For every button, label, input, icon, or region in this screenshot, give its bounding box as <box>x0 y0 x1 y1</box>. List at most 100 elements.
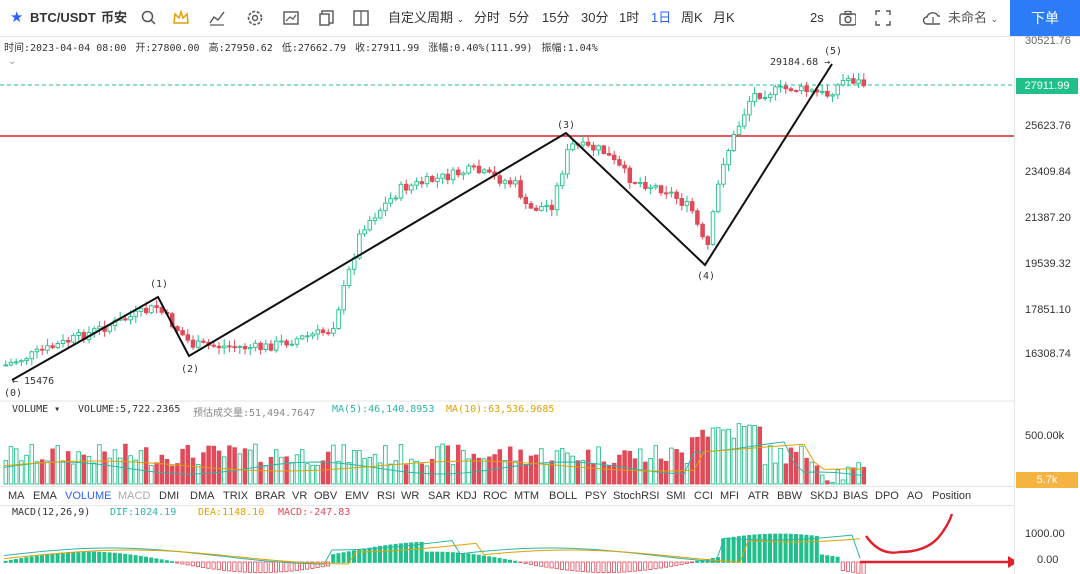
interval-tab[interactable]: 5分 <box>509 10 530 25</box>
volume-bar <box>793 451 799 485</box>
macd-histogram-bar <box>752 534 757 563</box>
volume-bar <box>211 445 217 485</box>
interval-tab[interactable]: 周K <box>681 10 703 25</box>
indicator-tab-dpo[interactable]: DPO <box>875 490 899 502</box>
indicator-tab-position[interactable]: Position <box>932 490 972 502</box>
indicator-tab-stochrsi[interactable]: StochRSI <box>613 490 660 502</box>
axis-label: 25623.76 <box>1025 120 1071 132</box>
interval-tab[interactable]: 分时 <box>474 10 501 25</box>
interval-tab-active[interactable]: 1日 <box>651 10 672 25</box>
indicator-tab-psy[interactable]: PSY <box>585 490 608 502</box>
indicator-tab-macd[interactable]: MACD <box>118 490 151 502</box>
candle-body <box>684 201 690 206</box>
volume-bar <box>679 452 685 485</box>
volume-bar <box>591 463 596 485</box>
macd-histogram-bar <box>185 561 190 566</box>
cloud-icon[interactable] <box>922 9 940 27</box>
indicator-tab-bias[interactable]: BIAS <box>843 490 869 502</box>
candle-body <box>533 207 539 211</box>
volume-bar <box>289 461 295 485</box>
volume-bar <box>325 451 331 485</box>
fullscreen-layout-icon[interactable] <box>352 9 370 27</box>
macd-histogram-bar <box>71 551 76 563</box>
volume-bar <box>799 445 804 485</box>
indicator-tab-vr[interactable]: VR <box>292 490 308 502</box>
macd-histogram-bar <box>648 561 653 570</box>
volume-bar <box>455 444 461 485</box>
volume-bar <box>762 464 768 485</box>
candle-body <box>159 306 165 313</box>
interval-tab[interactable]: 1时 <box>619 10 640 25</box>
indicator-tab-mfi[interactable]: MFI <box>720 490 739 502</box>
gear-icon[interactable] <box>246 9 264 27</box>
macd-histogram-bar <box>492 557 497 563</box>
indicator-tab-emv[interactable]: EMV <box>345 490 369 502</box>
indicator-tab-roc[interactable]: ROC <box>483 490 508 502</box>
layout-name-dropdown[interactable]: 未命名 ⌄ <box>948 0 998 36</box>
volume-bar <box>154 462 159 485</box>
indicator-icon[interactable] <box>208 9 226 27</box>
custom-period-dropdown[interactable]: 自定义周期 ⌄ <box>388 0 464 36</box>
indicator-tab-obv[interactable]: OBV <box>314 490 338 502</box>
chart-image-icon[interactable] <box>282 9 300 27</box>
ohlc-info: 时间:2023-04-04 08:00 开:27800.00 高:27950.6… <box>4 39 601 54</box>
macd-histogram-bar <box>97 551 102 563</box>
candle-body <box>211 344 217 347</box>
volume-bar <box>840 479 846 485</box>
indicator-tab-ao[interactable]: AO <box>907 490 923 502</box>
indicator-tab-boll[interactable]: BOLL <box>549 490 578 502</box>
place-order-button[interactable]: 下单 <box>1010 0 1080 36</box>
macd-histogram-bar <box>159 559 164 563</box>
indicator-tab-sar[interactable]: SAR <box>428 490 451 502</box>
indicator-tab-ema[interactable]: EMA <box>33 490 57 502</box>
candle-body <box>362 229 367 235</box>
indicator-tab-volume[interactable]: VOLUME <box>65 490 112 502</box>
interval-tab[interactable]: 15分 <box>542 10 570 25</box>
volume-bar <box>403 464 409 485</box>
macd-histogram-bar <box>409 542 414 563</box>
candle-body <box>596 145 601 151</box>
macd-histogram-bar <box>669 561 674 567</box>
indicator-tab-smi[interactable]: SMI <box>666 490 686 502</box>
macd-histogram-bar <box>123 553 128 563</box>
volume-bar <box>284 456 289 485</box>
volume-bar <box>445 445 451 485</box>
indicator-tab-rsi[interactable]: RSI <box>377 490 396 502</box>
info-close: 收:27911.99 <box>355 43 420 54</box>
indicator-tab-mtm[interactable]: MTM <box>514 490 540 502</box>
candle-body <box>398 183 404 199</box>
search-icon[interactable] <box>140 9 158 27</box>
indicator-tab-skdj[interactable]: SKDJ <box>810 490 839 502</box>
chart-canvas[interactable] <box>0 0 1014 574</box>
collapse-chevron-icon[interactable]: ⌄ <box>8 56 17 67</box>
indicator-tab-atr[interactable]: ATR <box>748 490 770 502</box>
interval-tab[interactable]: 30分 <box>581 10 609 25</box>
indicator-tab-ma[interactable]: MA <box>8 490 25 502</box>
indicator-tab-dma[interactable]: DMA <box>190 490 215 502</box>
favorite-star-icon[interactable]: ★ <box>10 9 24 26</box>
volume-bar <box>502 459 508 485</box>
macd-histogram-bar <box>809 535 814 563</box>
macd-histogram-bar <box>143 556 148 563</box>
crown-icon[interactable] <box>172 9 190 27</box>
indicator-tab-trix[interactable]: TRIX <box>223 490 249 502</box>
macd-histogram-bar <box>794 534 799 563</box>
indicator-tab-brar[interactable]: BRAR <box>255 490 286 502</box>
price-axis[interactable]: 30521.76 25623.76 23409.84 21387.20 1953… <box>1014 35 1080 574</box>
symbol-name[interactable]: BTC/USDT <box>30 10 96 25</box>
indicator-tab-cci[interactable]: CCI <box>694 490 713 502</box>
expand-icon[interactable] <box>874 9 892 27</box>
interval-tab[interactable]: 月K <box>713 10 735 25</box>
indicator-tab-wr[interactable]: WR <box>401 490 420 502</box>
macd-histogram-bar <box>372 546 377 563</box>
refresh-interval[interactable]: 2s <box>810 10 824 25</box>
candle-body <box>237 346 243 348</box>
top-toolbar: ★ BTC/USDT 币安 自定义周期 ⌄ 分时 5分 15分 30分 1时 1… <box>0 0 1080 37</box>
indicator-tab-bbw[interactable]: BBW <box>777 490 803 502</box>
indicator-tab-dmi[interactable]: DMI <box>159 490 180 502</box>
template-icon[interactable] <box>318 9 336 27</box>
volume-pane-title[interactable]: VOLUME ▾ <box>12 404 60 415</box>
macd-histogram-bar <box>247 561 252 573</box>
camera-icon[interactable] <box>838 9 856 27</box>
indicator-tab-kdj[interactable]: KDJ <box>456 490 477 502</box>
